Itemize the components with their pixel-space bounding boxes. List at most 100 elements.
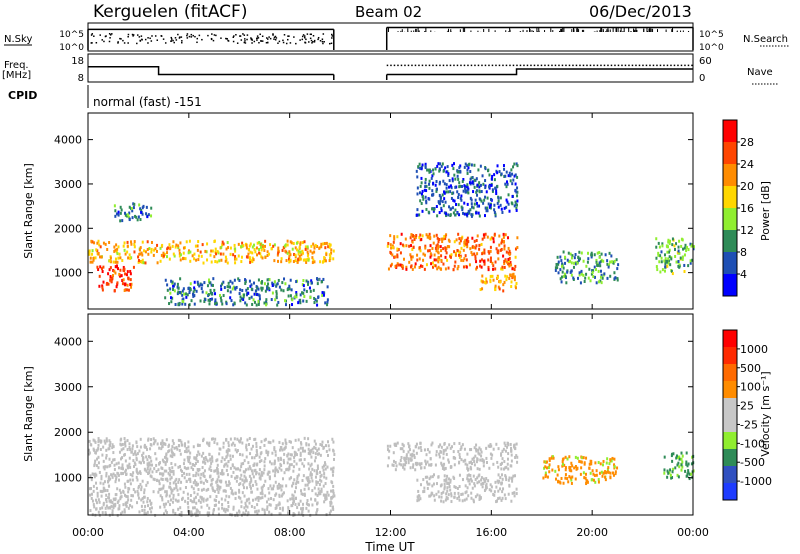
scatter-cell xyxy=(257,509,260,513)
scatter-cell xyxy=(297,511,300,515)
scatter-cell xyxy=(467,166,470,170)
scatter-cell xyxy=(308,449,311,453)
scatter-cell xyxy=(493,178,496,182)
scatter-cell xyxy=(511,267,514,271)
scatter-cell xyxy=(209,465,212,469)
scatter-cell xyxy=(128,456,131,460)
scatter-cell xyxy=(187,505,190,509)
scatter-cell xyxy=(656,268,659,272)
scatter-cell xyxy=(240,462,243,466)
scatter-cell xyxy=(196,280,199,284)
scatter-cell xyxy=(238,490,241,494)
scatter-cell xyxy=(399,251,402,255)
scatter-cell xyxy=(424,166,427,170)
scatter-cell xyxy=(413,265,416,269)
scatter-cell xyxy=(479,259,482,263)
scatter-cell xyxy=(105,500,108,504)
scatter-cell xyxy=(172,472,175,476)
scatter-cell xyxy=(456,486,459,490)
noise-search-dot xyxy=(287,35,289,37)
scatter-cell xyxy=(270,487,273,491)
scatter-cell xyxy=(226,261,229,265)
scatter-cell xyxy=(390,246,393,250)
scatter-cell xyxy=(172,481,175,485)
scatter-cell xyxy=(238,439,241,443)
scatter-cell xyxy=(123,241,126,245)
scatter-cell xyxy=(464,484,467,488)
scatter-cell xyxy=(571,475,574,479)
scatter-cell xyxy=(688,477,691,481)
scatter-cell xyxy=(326,300,329,304)
scatter-cell xyxy=(269,503,272,507)
scatter-cell xyxy=(482,201,485,205)
scatter-cell xyxy=(286,499,289,503)
scatter-cell xyxy=(225,494,228,498)
scatter-cell xyxy=(169,296,172,300)
scatter-cell xyxy=(423,188,426,192)
scatter-cell xyxy=(192,487,195,491)
scatter-cell xyxy=(315,469,318,473)
scatter-cell xyxy=(433,208,436,212)
scatter-cell xyxy=(438,455,441,459)
scatter-cell xyxy=(173,446,176,450)
scatter-cell xyxy=(241,441,244,445)
scatter-cell xyxy=(432,473,435,477)
scatter-cell xyxy=(107,475,110,479)
scatter-cell xyxy=(286,461,289,465)
scatter-cell xyxy=(327,493,330,497)
scatter-cell xyxy=(685,249,688,253)
scatter-cell xyxy=(514,264,517,268)
noise-search-dot xyxy=(162,38,165,40)
scatter-cell xyxy=(316,278,319,282)
scatter-cell xyxy=(305,258,308,262)
scatter-cell xyxy=(422,197,425,201)
noise-search-dot xyxy=(285,42,288,45)
scatter-cell xyxy=(266,507,269,511)
scatter-cell xyxy=(275,283,278,287)
scatter-cell xyxy=(196,453,199,457)
scatter-cell xyxy=(202,474,205,478)
colorbar-tick-label: 25 xyxy=(740,400,754,413)
colorbar-tick-label: 8 xyxy=(740,246,747,259)
scatter-cell xyxy=(221,240,224,244)
scatter-cell xyxy=(440,164,443,168)
scatter-cell xyxy=(228,495,231,499)
noise-search-dot xyxy=(186,34,188,37)
scatter-cell xyxy=(307,487,310,491)
scatter-cell xyxy=(170,491,173,495)
scatter-cell xyxy=(389,264,392,268)
scatter-cell xyxy=(196,248,199,252)
scatter-cell xyxy=(221,243,224,247)
scatter-cell xyxy=(413,453,416,457)
scatter-cell xyxy=(252,475,255,479)
scatter-cell xyxy=(296,475,299,479)
scatter-cell xyxy=(548,463,551,467)
scatter-cell xyxy=(677,461,680,465)
scatter-cell xyxy=(405,457,408,461)
scatter-cell xyxy=(597,480,600,484)
scatter-cell xyxy=(180,510,183,514)
scatter-cell xyxy=(476,252,479,256)
station-title: Kerguelen (fitACF) xyxy=(93,2,247,22)
scatter-cell xyxy=(556,473,559,477)
scatter-cell xyxy=(442,169,445,173)
scatter-cell xyxy=(686,464,689,468)
scatter-cell xyxy=(209,495,212,499)
scatter-cell xyxy=(387,241,390,245)
scatter-cell xyxy=(507,174,510,178)
scatter-cell xyxy=(195,471,198,475)
scatter-cell xyxy=(311,447,314,451)
noise-search-dot xyxy=(132,34,135,36)
scatter-cell xyxy=(150,506,153,510)
scatter-cell xyxy=(502,447,505,451)
scatter-cell xyxy=(324,467,327,471)
scatter-cell xyxy=(184,442,187,446)
beam-title: Beam 02 xyxy=(355,3,422,21)
scatter-cell xyxy=(578,250,581,254)
scatter-cell xyxy=(193,506,196,510)
scatter-cell xyxy=(110,279,113,283)
scatter-cell xyxy=(226,285,229,289)
scatter-cell xyxy=(421,163,424,167)
scatter-cell xyxy=(166,283,169,287)
scatter-cell xyxy=(297,258,300,262)
